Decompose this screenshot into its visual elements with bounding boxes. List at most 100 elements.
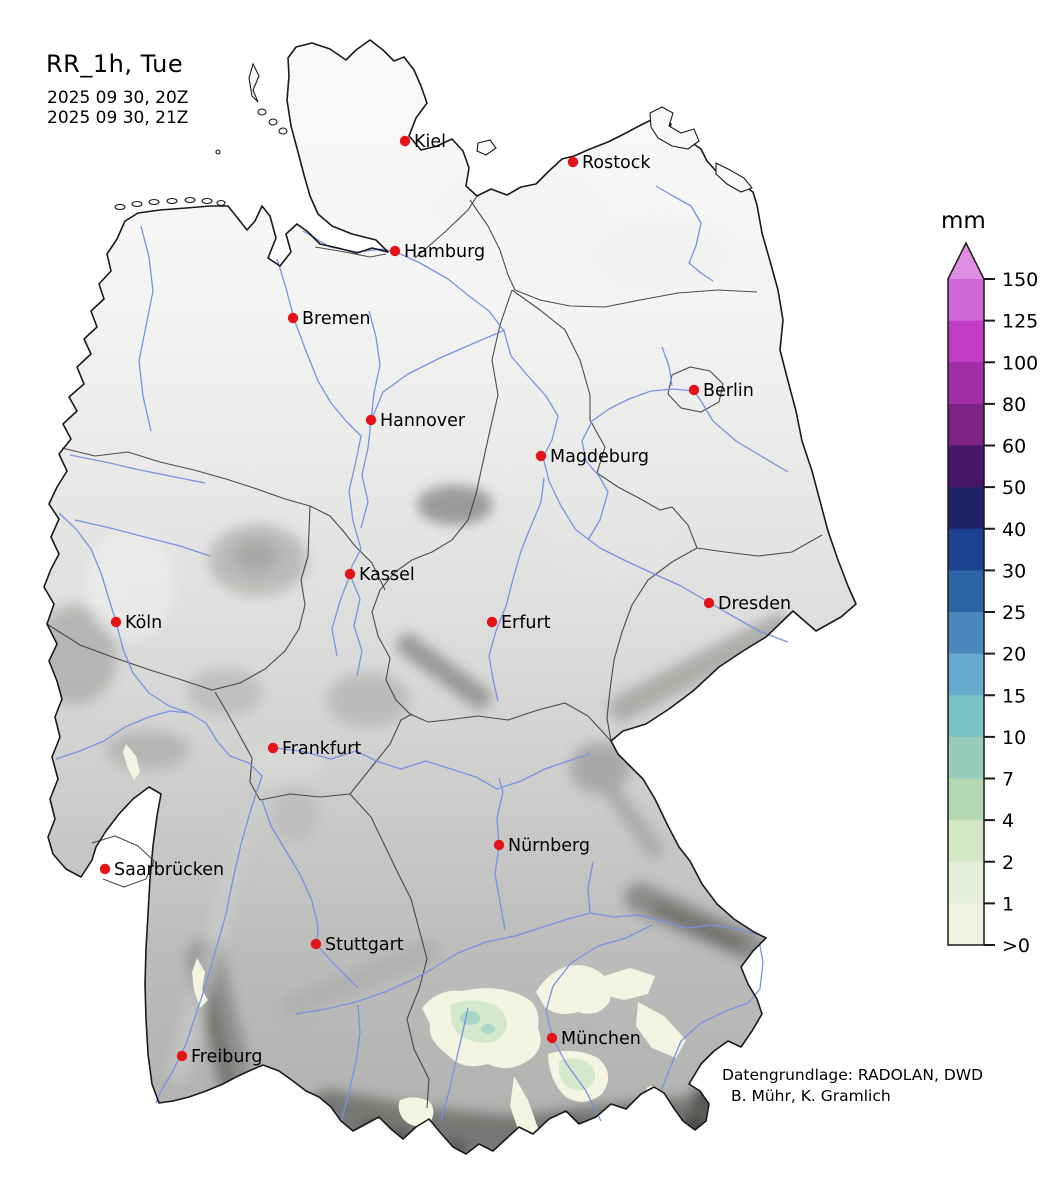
city-dot: [535, 450, 547, 462]
city-dot: [389, 245, 401, 257]
city-marker: Saarbrücken: [99, 860, 224, 880]
city-dot: [703, 597, 715, 609]
colorbar-tick-label: 15: [1002, 685, 1026, 707]
colorbar-tick-label: 30: [1002, 560, 1026, 582]
city-marker: Nürnberg: [493, 836, 590, 856]
city-dot: [344, 568, 356, 580]
city-marker: Kassel: [344, 565, 415, 585]
colorbar-tick-label: 7: [1002, 769, 1014, 791]
city-marker: Kiel: [399, 132, 446, 152]
timestamp-start: 2025 09 30, 20Z: [47, 88, 189, 108]
city-dot: [310, 938, 322, 950]
city-label: Magdeburg: [550, 447, 649, 467]
city-dot: [567, 156, 579, 168]
colorbar-segment: [948, 279, 984, 322]
city-marker: Erfurt: [486, 613, 551, 633]
city-label: Berlin: [703, 381, 754, 401]
colorbar-segment: [948, 487, 984, 530]
colorbar-tick-label: 1: [1002, 893, 1014, 915]
colorbar-segment: [948, 861, 984, 904]
colorbar-segment: [948, 528, 984, 571]
islands: [114, 62, 753, 211]
colorbar-tick-label: 4: [1002, 810, 1014, 832]
city-label: Rostock: [582, 153, 651, 173]
city-label: Kiel: [414, 132, 446, 152]
city-label: Hannover: [380, 411, 466, 431]
colorbar-tick-label: 125: [1002, 311, 1038, 333]
city-dot: [688, 384, 700, 396]
colorbar-legend: 150 125 100 80 60 50 40 30 25 20 15 10 7 4 2 1 >0: [947, 241, 1038, 957]
colorbar-segment: [948, 612, 984, 655]
city-marker: Hannover: [365, 411, 466, 431]
page-title: RR_1h, Tue: [46, 50, 184, 78]
city-dot: [486, 616, 498, 628]
rivers: [55, 185, 789, 1123]
colorbar-segment: [948, 736, 984, 779]
colorbar-tick-label: 100: [1002, 352, 1038, 374]
city-label: Erfurt: [501, 613, 551, 633]
city-label: Köln: [125, 613, 162, 633]
city-dot: [110, 616, 122, 628]
city-label: Hamburg: [404, 242, 485, 262]
colorbar-tick-label: 10: [1002, 727, 1026, 749]
colorbar-tick-label: >0: [1002, 935, 1030, 957]
colorbar-tick-label: 150: [1002, 269, 1038, 291]
colorbar-overflow-arrow: [948, 243, 984, 279]
colorbar-tick-label: 80: [1002, 394, 1026, 416]
colorbar-segment: [948, 820, 984, 863]
colorbar-segment: [948, 445, 984, 488]
city-label: Bremen: [302, 309, 371, 329]
colorbar-segment: [948, 320, 984, 363]
city-marker: Hamburg: [389, 242, 485, 262]
city-dot: [365, 414, 377, 426]
credits-line2: B. Mühr, K. Gramlich: [731, 1087, 891, 1105]
state-borders: [46, 195, 823, 1109]
colorbar-tick-label: 20: [1002, 644, 1026, 666]
city-marker: München: [546, 1029, 641, 1049]
city-marker: Berlin: [688, 381, 754, 401]
colorbar-tick-label: 25: [1002, 602, 1026, 624]
colorbar-segment: [948, 403, 984, 446]
city-label: Dresden: [718, 594, 791, 614]
city-dot: [176, 1050, 188, 1062]
colorbar-segment: [948, 362, 984, 405]
colorbar-segment: [948, 778, 984, 821]
colorbar-segment: [948, 570, 984, 613]
city-label: Saarbrücken: [114, 860, 224, 880]
city-marker: Köln: [110, 613, 162, 633]
colorbar-unit-label: mm: [941, 208, 986, 234]
colorbar-tick-label: 50: [1002, 477, 1026, 499]
colorbar-segment: [948, 695, 984, 738]
city-dot: [267, 742, 279, 754]
city-marker: Frankfurt: [267, 739, 361, 759]
colorbar-segment: [948, 903, 984, 946]
city-dot: [493, 839, 505, 851]
city-dot: [287, 312, 299, 324]
city-label: Kassel: [359, 565, 415, 585]
city-markers: Kiel Rostock Hamburg Bremen Berlin Hannover Ma…: [99, 132, 791, 1067]
city-marker: Magdeburg: [535, 447, 649, 467]
colorbar-tick-label: 40: [1002, 519, 1026, 541]
city-label: Nürnberg: [508, 836, 590, 856]
colorbar-tick-label: 60: [1002, 436, 1026, 458]
city-dot: [99, 863, 111, 875]
city-marker: Stuttgart: [310, 935, 404, 955]
credits-line1: Datengrundlage: RADOLAN, DWD: [722, 1066, 984, 1084]
city-dot: [546, 1032, 558, 1044]
city-label: Freiburg: [191, 1047, 262, 1067]
city-label: Stuttgart: [325, 935, 404, 955]
city-marker: Freiburg: [176, 1047, 262, 1067]
city-marker: Dresden: [703, 594, 791, 614]
city-marker: Bremen: [287, 309, 371, 329]
city-label: Frankfurt: [282, 739, 361, 759]
timestamp-end: 2025 09 30, 21Z: [47, 108, 189, 128]
city-marker: Rostock: [567, 153, 651, 173]
colorbar-tick-label: 2: [1002, 852, 1014, 874]
precipitation-patches: [123, 744, 686, 1154]
city-dot: [399, 135, 411, 147]
colorbar-segment: [948, 653, 984, 696]
city-label: München: [561, 1029, 641, 1049]
